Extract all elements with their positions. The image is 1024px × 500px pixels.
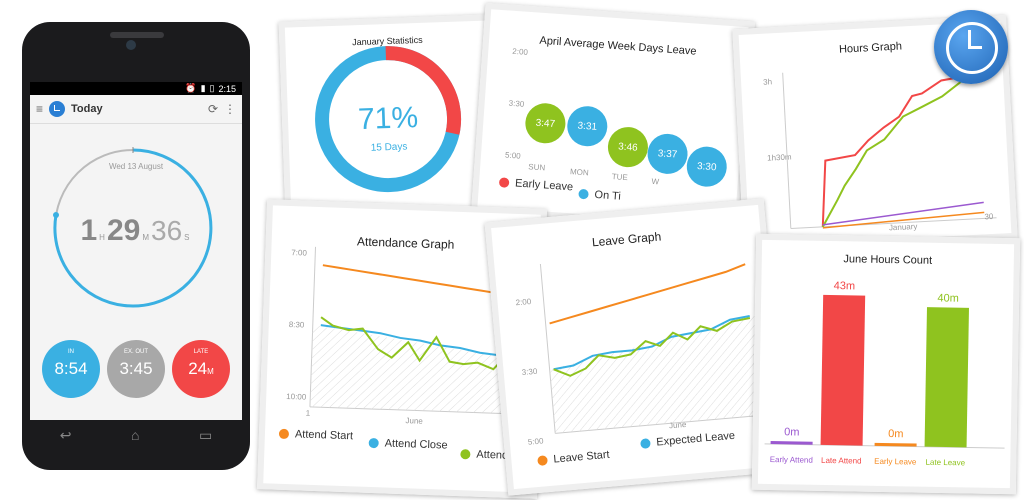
in-stat-circle[interactable]: IN 8:54	[42, 340, 100, 398]
refresh-icon[interactable]: ⟳	[207, 102, 218, 116]
hours-orange-line	[822, 211, 985, 229]
bar-category-label: Early Leave	[874, 457, 917, 467]
status-bar: ⏰ ▮ ▯ 2:15	[30, 82, 242, 95]
hours-line-chart	[782, 61, 997, 230]
hours-purple-line	[822, 201, 984, 226]
attend-start-line	[322, 264, 523, 298]
overflow-menu-icon[interactable]: ⋮	[224, 102, 236, 116]
date-label: Wed 13 August	[108, 162, 164, 171]
battery-icon: ▯	[209, 83, 215, 93]
time-progress-ring	[53, 147, 213, 308]
camera	[126, 40, 136, 50]
hours-red-line	[821, 61, 978, 227]
april-leave-card: April Average Week Days Leave 2:00 3:30 …	[471, 2, 755, 232]
june-bar-chart: 0m Early Attend 43m Late Attend 0m Early Leav…	[764, 280, 1005, 468]
phone-screen: ⏰ ▮ ▯ 2:15 ≡ Today ⟳ ⋮ Wed 13 August 1 H2…	[30, 82, 242, 420]
bubble-mon: 3:31	[565, 104, 609, 148]
page-title: Today	[71, 103, 103, 115]
donut-missed-arc	[385, 46, 462, 135]
bar-category-label: Late Leave	[925, 458, 965, 468]
bar-early-leave	[874, 442, 917, 447]
leave-start-line	[549, 263, 746, 325]
expected-leave-line	[553, 314, 750, 371]
bar-late-attend	[820, 294, 866, 446]
legend-attend: Attend	[460, 448, 508, 462]
back-icon[interactable]: ↩	[59, 426, 72, 443]
donut-chart	[315, 46, 462, 193]
legend-on-time: On Ti	[578, 188, 621, 203]
bar-early-attend	[770, 440, 813, 445]
menu-icon[interactable]: ≡	[36, 102, 44, 116]
attendance-graph-card: Attendance Graph 7:00 8:30 10:00 1 June …	[257, 199, 547, 499]
signal-icon: ▮	[200, 83, 206, 93]
hours-green-line	[821, 61, 978, 228]
leave-line-chart	[539, 263, 767, 434]
app-logo-icon	[49, 101, 66, 117]
bar-value-label: 40m	[937, 292, 959, 304]
june-hours-card: June Hours Count 0m Early Attend 43m Late A…	[751, 233, 1021, 495]
hours-graph-card: Hours Graph 3h 1h30m 30 January	[732, 14, 1018, 254]
actual-leave-line	[553, 316, 751, 377]
leave-graph-card: Leave Graph 2:00 3:30 5:00 June Leave St…	[484, 198, 788, 496]
bar-value-label: 43m	[834, 280, 856, 292]
late-stat-circle[interactable]: LATE 24M	[172, 340, 230, 398]
legend-attend-start: Attend Start	[278, 428, 353, 442]
timer-display: 1 H29 M36 S	[80, 214, 190, 247]
attendance-line-chart	[309, 246, 523, 415]
recents-icon[interactable]: ▭	[198, 426, 213, 443]
status-time: 2:15	[218, 83, 236, 94]
bar-value-label: 0m	[888, 428, 903, 440]
expected-out-stat-circle[interactable]: EX. OUT 3:45	[107, 340, 165, 398]
january-statistics-card: January Statistics 71% 15 Days	[278, 14, 502, 220]
bubble-thu: 3:30	[685, 145, 729, 189]
bar-late-leave	[924, 307, 969, 448]
phone-mockup: ⏰ ▮ ▯ 2:15 ≡ Today ⟳ ⋮ Wed 13 August 1 H2…	[22, 22, 250, 470]
timer-hours: 1	[80, 214, 98, 247]
bar-value-label: 0m	[784, 426, 799, 438]
bubble-sun: 3:47	[524, 101, 567, 145]
alarm-icon: ⏰	[185, 83, 197, 93]
attend-line	[320, 316, 521, 371]
legend-early-leave: Early Leave	[498, 176, 574, 193]
speaker	[110, 32, 164, 38]
bar-category-label: Early Attend	[770, 455, 813, 465]
timer-minutes: 29	[106, 214, 141, 247]
bar-category-label: Late Attend	[821, 456, 862, 466]
timer-seconds: 36	[151, 215, 183, 246]
android-nav-bar: ↩ ⌂ ▭	[30, 420, 242, 450]
home-icon[interactable]: ⌂	[131, 427, 140, 443]
percent-value: 71%	[357, 101, 419, 137]
bubble-wed: 3:37	[646, 132, 689, 176]
app-logo-icon	[934, 10, 1008, 84]
bubble-tue: 3:46	[606, 125, 650, 169]
progress-handle[interactable]	[53, 212, 59, 218]
action-bar: ≡ Today ⟳ ⋮	[30, 95, 242, 124]
